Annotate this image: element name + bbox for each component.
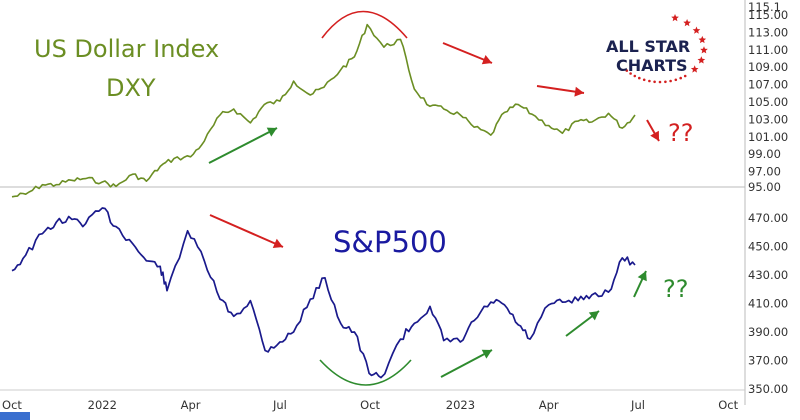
dxy-tick-label: 111.00 (748, 43, 788, 57)
logo-star-ring-icon (625, 14, 708, 84)
green-arrow-spx-up1 (440, 349, 493, 378)
dxy-tick-label: 107.00 (748, 78, 788, 92)
spx-tick-label: 410.00 (748, 297, 788, 311)
time-axis-label: 2022 (88, 398, 117, 412)
spx-panel: 350.00 370.00 390.00 410.00 430.00 450.00 470.… (11, 207, 788, 396)
spx-series-line (11, 207, 636, 379)
logo-dot-icon (674, 78, 678, 82)
dxy-series-line (11, 23, 636, 198)
spx-tick-label: 390.00 (748, 325, 788, 339)
spx-tick-labels: 350.00 370.00 390.00 410.00 430.00 450.00 470.… (748, 211, 788, 396)
logo-star-icon (692, 26, 701, 34)
red-arrow-dxy-down (442, 42, 493, 65)
logo-star-icon (697, 56, 706, 64)
time-axis-label: Oct (718, 398, 738, 412)
time-axis-label: Apr (539, 398, 559, 412)
logo-star-icon (700, 46, 708, 54)
time-axis-label: Apr (181, 398, 201, 412)
spx-title: S&P500 (333, 225, 447, 259)
time-axis-label: Jul (630, 398, 645, 412)
dxy-panel: 97.00 99.00 101.00 103.00 105.00 107.00 109.00… (11, 0, 788, 198)
dxy-tick-label: 115.00 (748, 8, 788, 22)
time-axis-label: Jul (272, 398, 287, 412)
red-arrow-dxy-flat (536, 85, 585, 97)
logo-dot-icon (638, 76, 641, 80)
logo-star-icon (683, 19, 691, 27)
bottom-arc-annotation (319, 359, 412, 386)
logo-star-icon (698, 35, 707, 44)
dxy-question-marks: ?? (668, 119, 693, 147)
trend-arrows (208, 42, 660, 378)
blue-corner-mark (0, 412, 30, 420)
time-axis-label: 2023 (446, 398, 475, 412)
dxy-tick-label: 101.00 (748, 130, 788, 144)
spx-tick-label: 370.00 (748, 354, 788, 368)
logo-dot-icon (629, 72, 632, 75)
logo-dot-icon (669, 79, 672, 83)
spx-tick-label: 450.00 (748, 240, 788, 254)
time-axis-label: Oct (2, 398, 22, 412)
logo-line1: ALL STAR (606, 37, 690, 56)
dxy-tick-label: 113.00 (748, 25, 788, 39)
logo-line2: CHARTS (616, 56, 688, 75)
red-arrow-spx-down (209, 214, 284, 248)
dxy-cut-label-top: 115.1 (748, 0, 781, 14)
red-arrow-dxy-end (646, 119, 660, 142)
spx-tick-label: 350.00 (748, 382, 788, 396)
green-arrow-spx-up3 (633, 270, 647, 298)
logo-dot-icon (648, 79, 651, 83)
all-star-charts-logo: ALL STAR CHARTS (606, 14, 708, 84)
logo-dot-icon (679, 76, 682, 80)
dxy-tick-label: 105.00 (748, 95, 788, 109)
dxy-tick-label: 103.00 (748, 112, 788, 126)
logo-dot-icon (625, 69, 629, 72)
logo-star-icon (690, 65, 699, 73)
top-arc-annotation (321, 10, 408, 39)
green-arrow-spx-up2 (565, 310, 600, 337)
dxy-subtitle: DXY (106, 74, 156, 102)
dxy-tick-label: 97.00 (748, 165, 781, 179)
dxy-tick-labels: 97.00 99.00 101.00 103.00 105.00 107.00 109.00… (748, 8, 788, 179)
logo-dot-icon (653, 80, 656, 84)
dxy-cut-label-bottom: 95.00 (748, 180, 781, 194)
green-arrow-dxy-up (208, 127, 278, 164)
time-axis-labels: Oct 2022 Apr Jul Oct 2023 Apr Jul Oct (2, 398, 739, 412)
spx-tick-label: 430.00 (748, 268, 788, 282)
logo-dot-icon (664, 80, 667, 84)
logo-dot-icon (633, 74, 637, 78)
dxy-tick-label: 99.00 (748, 147, 781, 161)
dxy-title: US Dollar Index (34, 35, 219, 63)
logo-dot-icon (683, 74, 687, 78)
time-axis-label: Oct (360, 398, 380, 412)
spx-tick-label: 470.00 (748, 211, 788, 225)
spx-question-marks: ?? (663, 275, 688, 303)
logo-dot-icon (642, 78, 646, 82)
logo-dot-icon (658, 80, 662, 84)
logo-star-icon (671, 14, 679, 22)
dxy-tick-label: 109.00 (748, 60, 788, 74)
